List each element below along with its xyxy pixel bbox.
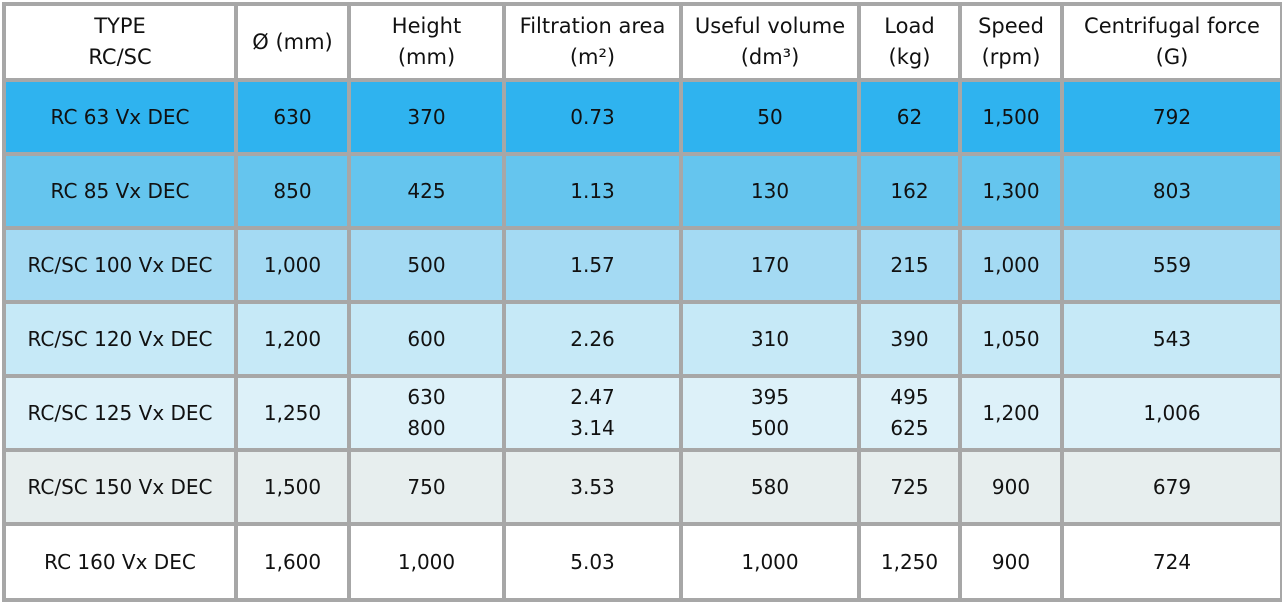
cell-diameter: 1,600: [234, 522, 351, 602]
cell-centrifugal-force: 803: [1060, 152, 1282, 230]
cell-load-value: 625: [890, 416, 929, 440]
cell-height-value: 800: [407, 416, 446, 440]
cell-diameter: 1,000: [234, 226, 351, 304]
header-height: Height (mm): [347, 2, 506, 82]
cell-type: RC/SC 150 Vx DEC: [2, 448, 238, 526]
cell-centrifugal-force: 543: [1060, 300, 1282, 378]
cell-load-value: 495: [890, 385, 929, 409]
cell-filtration-area: 1.13: [502, 152, 683, 230]
cell-speed: 1,000: [958, 226, 1064, 304]
cell-useful-volume-value: 395: [750, 385, 790, 409]
cell-useful-volume: 395 500: [679, 374, 861, 452]
cell-height: 630 800: [347, 374, 506, 452]
cell-centrifugal-force: 792: [1060, 78, 1282, 156]
cell-speed: 1,050: [958, 300, 1064, 378]
cell-filtration-area: 0.73: [502, 78, 683, 156]
table-row: RC/SC 120 Vx DEC 1,200 600 2.26 310 390 …: [2, 300, 1282, 378]
cell-centrifugal-force: 679: [1060, 448, 1282, 526]
cell-height: 750: [347, 448, 506, 526]
cell-filtration-area-value: 3.14: [570, 416, 615, 440]
cell-type: RC 63 Vx DEC: [2, 78, 238, 156]
cell-type: RC/SC 100 Vx DEC: [2, 226, 238, 304]
cell-type: RC 85 Vx DEC: [2, 152, 238, 230]
cell-speed: 1,200: [958, 374, 1064, 452]
cell-load: 62: [857, 78, 962, 156]
cell-load: 215: [857, 226, 962, 304]
table-row: RC 160 Vx DEC 1,600 1,000 5.03 1,000 1,2…: [2, 522, 1282, 602]
cell-height: 600: [347, 300, 506, 378]
header-centrifugal-force: Centrifugal force (G): [1060, 2, 1282, 82]
cell-useful-volume: 50: [679, 78, 861, 156]
cell-speed: 1,300: [958, 152, 1064, 230]
cell-type: RC 160 Vx DEC: [2, 522, 238, 602]
cell-load: 1,250: [857, 522, 962, 602]
cell-centrifugal-force: 724: [1060, 522, 1282, 602]
cell-height: 1,000: [347, 522, 506, 602]
header-type: TYPE RC/SC: [2, 2, 238, 82]
cell-diameter: 1,200: [234, 300, 351, 378]
cell-useful-volume: 130: [679, 152, 861, 230]
table-row: RC 63 Vx DEC 630 370 0.73 50 62 1,500 79…: [2, 78, 1282, 156]
cell-load: 162: [857, 152, 962, 230]
cell-filtration-area: 2.47 3.14: [502, 374, 683, 452]
cell-filtration-area: 3.53: [502, 448, 683, 526]
header-filtration-area: Filtration area (m²): [502, 2, 683, 82]
cell-diameter: 1,500: [234, 448, 351, 526]
cell-height-value: 630: [407, 385, 446, 409]
cell-useful-volume: 310: [679, 300, 861, 378]
table-row: RC/SC 125 Vx DEC 1,250 630 800 2.47 3.14 3…: [2, 374, 1282, 452]
cell-type: RC/SC 125 Vx DEC: [2, 374, 238, 452]
header-speed: Speed (rpm): [958, 2, 1064, 82]
cell-speed: 900: [958, 448, 1064, 526]
cell-filtration-area: 1.57: [502, 226, 683, 304]
table-row: RC/SC 150 Vx DEC 1,500 750 3.53 580 725 …: [2, 448, 1282, 526]
table-row: RC 85 Vx DEC 850 425 1.13 130 162 1,300 …: [2, 152, 1282, 230]
cell-centrifugal-force: 559: [1060, 226, 1282, 304]
cell-height: 370: [347, 78, 506, 156]
cell-type: RC/SC 120 Vx DEC: [2, 300, 238, 378]
cell-diameter: 1,250: [234, 374, 351, 452]
cell-speed: 900: [958, 522, 1064, 602]
cell-useful-volume: 170: [679, 226, 861, 304]
header-useful-volume: Useful volume (dm³): [679, 2, 861, 82]
header-load: Load (kg): [857, 2, 962, 82]
cell-useful-volume: 580: [679, 448, 861, 526]
cell-height: 500: [347, 226, 506, 304]
cell-height: 425: [347, 152, 506, 230]
cell-centrifugal-force: 1,006: [1060, 374, 1282, 452]
cell-useful-volume-value: 500: [750, 416, 790, 440]
cell-load: 495 625: [857, 374, 962, 452]
cell-diameter: 630: [234, 78, 351, 156]
table-row: RC/SC 100 Vx DEC 1,000 500 1.57 170 215 …: [2, 226, 1282, 304]
header-diameter: Ø (mm): [234, 2, 351, 82]
cell-filtration-area: 2.26: [502, 300, 683, 378]
cell-diameter: 850: [234, 152, 351, 230]
cell-useful-volume: 1,000: [679, 522, 861, 602]
cell-load: 725: [857, 448, 962, 526]
table-header-row: TYPE RC/SC Ø (mm) Height (mm) Filtration a…: [2, 2, 1282, 82]
cell-filtration-area-value: 2.47: [570, 385, 615, 409]
cell-speed: 1,500: [958, 78, 1064, 156]
cell-filtration-area: 5.03: [502, 522, 683, 602]
cell-load: 390: [857, 300, 962, 378]
